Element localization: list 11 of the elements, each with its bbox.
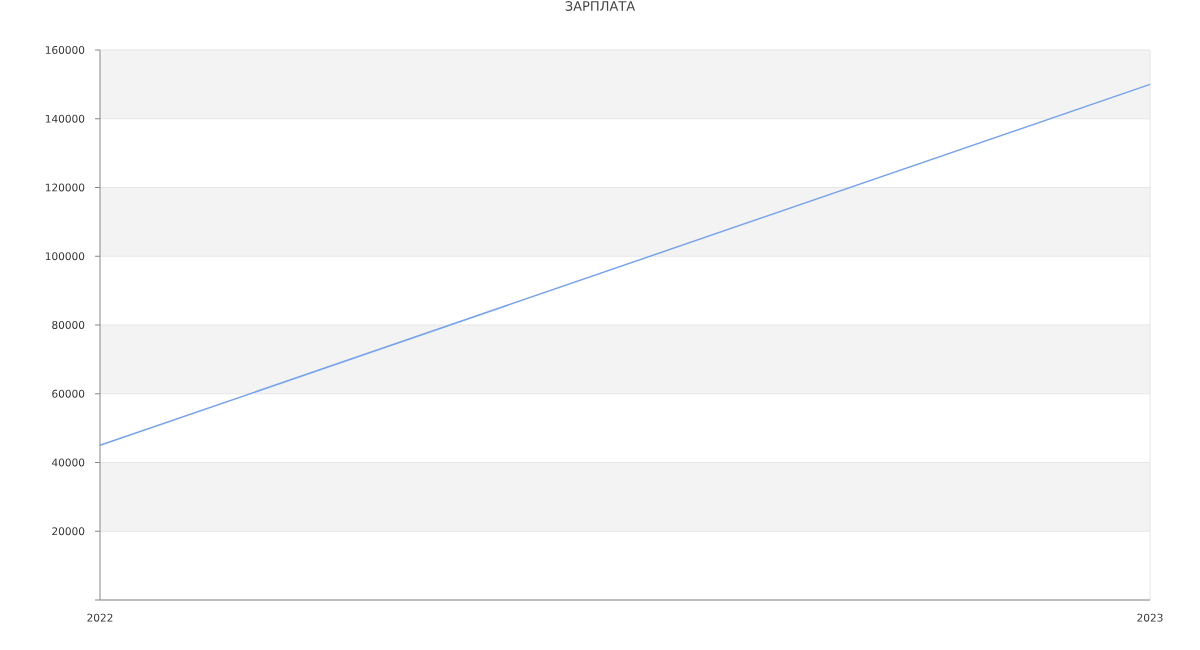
x-tick-label: 2023 (1137, 613, 1163, 622)
y-tick-label: 100000 (45, 252, 85, 261)
y-tick-label: 40000 (51, 458, 85, 467)
y-tick-label: 120000 (45, 183, 85, 192)
y-tick-label: 60000 (52, 389, 85, 398)
y-tick-label: 140000 (45, 114, 85, 123)
y-tick-label: 80000 (52, 321, 85, 329)
chart-title: ЗАРПЛАТА (565, 1, 636, 11)
x-tick-label: 2022 (87, 613, 113, 622)
y-tick-label: 160000 (45, 46, 85, 54)
y-tick-label: 20000 (52, 527, 85, 536)
